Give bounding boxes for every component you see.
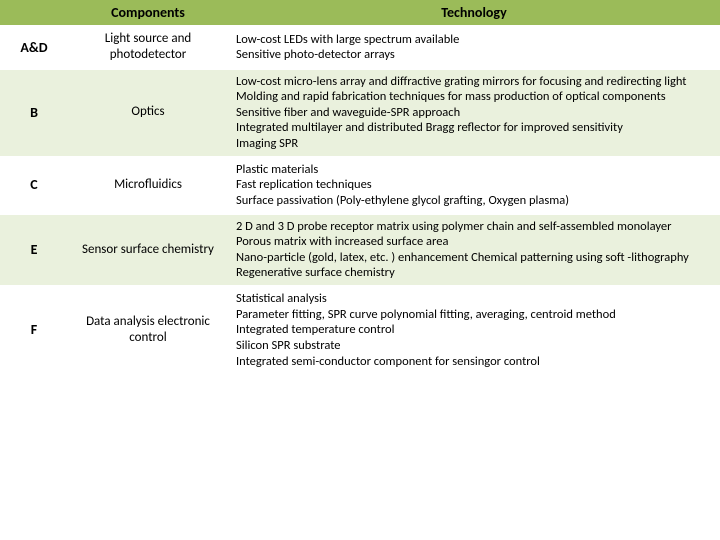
tech-line: Integrated temperature control bbox=[236, 322, 712, 338]
row-code: F bbox=[0, 287, 68, 375]
tech-line: Low-cost micro-lens array and diffractiv… bbox=[236, 74, 712, 90]
row-component: Light source and photodetector bbox=[68, 27, 228, 70]
tech-line: Integrated semi-conductor component for … bbox=[236, 354, 712, 370]
tech-line: Low-cost LEDs with large spectrum availa… bbox=[236, 32, 712, 48]
row-technology: Low-cost LEDs with large spectrum availa… bbox=[228, 27, 720, 70]
tech-line: Molding and rapid fabrication techniques… bbox=[236, 89, 712, 105]
row-code: A&D bbox=[0, 27, 68, 70]
table-row: ESensor surface chemistry 2 D and 3 D pro… bbox=[0, 215, 720, 288]
table-body: A&DLight source and photodetector Low-cos… bbox=[0, 27, 720, 375]
row-technology: Statistical analysisParameter fitting, S… bbox=[228, 287, 720, 375]
row-component: Data analysis electronic control bbox=[68, 287, 228, 375]
header-technology: Technology bbox=[228, 0, 720, 27]
row-code: E bbox=[0, 215, 68, 288]
table-header: Components Technology bbox=[0, 0, 720, 27]
row-component: Sensor surface chemistry bbox=[68, 215, 228, 288]
tech-line: Fast replication techniques bbox=[236, 177, 712, 193]
row-technology: 2 D and 3 D probe receptor matrix using … bbox=[228, 215, 720, 288]
header-components: Components bbox=[68, 0, 228, 27]
tech-line: Integrated multilayer and distributed Br… bbox=[236, 120, 712, 136]
table-row: BOptics Low-cost micro-lens array and dif… bbox=[0, 70, 720, 158]
row-code: C bbox=[0, 158, 68, 215]
tech-line: Sensitive photo-detector arrays bbox=[236, 47, 712, 63]
tech-line: Silicon SPR substrate bbox=[236, 338, 712, 354]
tech-line: Nano-particle (gold, latex, etc. ) enhan… bbox=[236, 250, 712, 281]
tech-line: Statistical analysis bbox=[236, 291, 712, 307]
row-component: Microfluidics bbox=[68, 158, 228, 215]
main-table: Components Technology A&DLight source an… bbox=[0, 0, 720, 375]
tech-line: Porous matrix with increased surface are… bbox=[236, 234, 712, 250]
table-row: A&DLight source and photodetector Low-cos… bbox=[0, 27, 720, 70]
tech-line: Sensitive fiber and waveguide-SPR approa… bbox=[236, 105, 712, 121]
header-blank bbox=[0, 0, 68, 27]
row-technology: Low-cost micro-lens array and diffractiv… bbox=[228, 70, 720, 158]
tech-line: Surface passivation (Poly-ethylene glyco… bbox=[236, 193, 712, 209]
tech-line: Plastic materials bbox=[236, 162, 712, 178]
tech-line: Parameter fitting, SPR curve polynomial … bbox=[236, 307, 712, 323]
row-technology: Plastic materialsFast replication techni… bbox=[228, 158, 720, 215]
row-component: Optics bbox=[68, 70, 228, 158]
table-row: CMicrofluidicsPlastic materialsFast repl… bbox=[0, 158, 720, 215]
tech-line: 2 D and 3 D probe receptor matrix using … bbox=[236, 219, 712, 235]
row-code: B bbox=[0, 70, 68, 158]
table-row: FData analysis electronic controlStatist… bbox=[0, 287, 720, 375]
tech-line: Imaging SPR bbox=[236, 136, 712, 152]
